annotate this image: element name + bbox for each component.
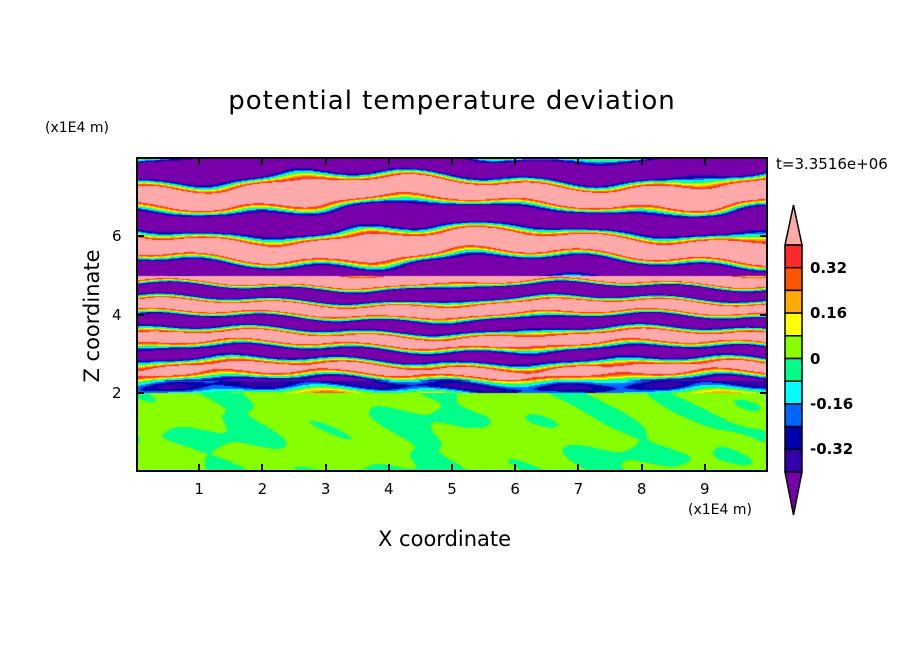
x-tick (514, 157, 517, 165)
y-tick (136, 234, 144, 237)
colorbar-bin (784, 266, 803, 292)
colorbar-bin (784, 380, 803, 405)
x-tick (577, 464, 580, 472)
plot-area (136, 157, 768, 472)
x-tick (577, 157, 580, 165)
colorbar-label: 0.16 (810, 304, 848, 323)
colorbar-bin (784, 289, 803, 314)
colorbar-label: -0.16 (810, 394, 854, 413)
x-tick (640, 157, 643, 165)
x-tick-label: 4 (384, 480, 394, 498)
colorbar-bin (784, 425, 803, 451)
x-tick (387, 464, 390, 472)
x-tick-label: 7 (573, 480, 584, 498)
x-axis-label: X coordinate (378, 527, 512, 551)
y-tick-label: 2 (112, 384, 122, 403)
time-label: t=3.3516e+06 (776, 155, 888, 173)
y-tick (760, 234, 768, 237)
colorbar-bin (784, 448, 803, 473)
y-tick (760, 392, 768, 395)
x-tick (198, 464, 201, 472)
x-tick-label: 2 (257, 480, 268, 498)
x-tick-label: 9 (700, 480, 710, 498)
y-unit-label: (x1E4 m) (45, 120, 109, 136)
x-tick (261, 464, 264, 472)
colorbar-under-triangle (784, 471, 803, 516)
colorbar-bin (784, 403, 803, 428)
x-tick (640, 464, 643, 472)
chart-title: potential temperature deviation (228, 86, 676, 116)
colorbar-label: 0 (810, 349, 821, 368)
x-tick (451, 464, 453, 472)
x-tick (514, 464, 517, 472)
x-tick-label: 6 (510, 480, 520, 498)
colorbar-bin (784, 312, 803, 337)
x-tick-label: 8 (636, 480, 647, 498)
x-tick-label: 3 (320, 480, 331, 498)
x-tick (703, 157, 706, 165)
y-tick-label: 6 (112, 226, 122, 245)
x-tick (451, 157, 453, 165)
colorbar-bin (784, 335, 803, 360)
x-tick-label: 1 (194, 480, 204, 498)
y-tick (760, 313, 768, 316)
y-tick-label: 4 (112, 305, 122, 324)
x-tick (324, 157, 327, 165)
contour-field (138, 159, 766, 470)
colorbar-bin (784, 244, 803, 269)
x-tick (324, 464, 327, 472)
x-tick (198, 157, 201, 165)
x-unit-label: (x1E4 m) (688, 502, 752, 518)
x-tick (261, 157, 264, 165)
x-tick-label: 5 (447, 480, 457, 498)
y-tick (136, 313, 144, 316)
x-tick (703, 464, 706, 472)
colorbar-bin (784, 357, 803, 382)
y-tick (136, 392, 144, 395)
colorbar-label: 0.32 (810, 258, 848, 277)
x-tick (387, 157, 390, 165)
colorbar-over-triangle (784, 204, 803, 246)
colorbar-label: -0.32 (810, 440, 854, 459)
